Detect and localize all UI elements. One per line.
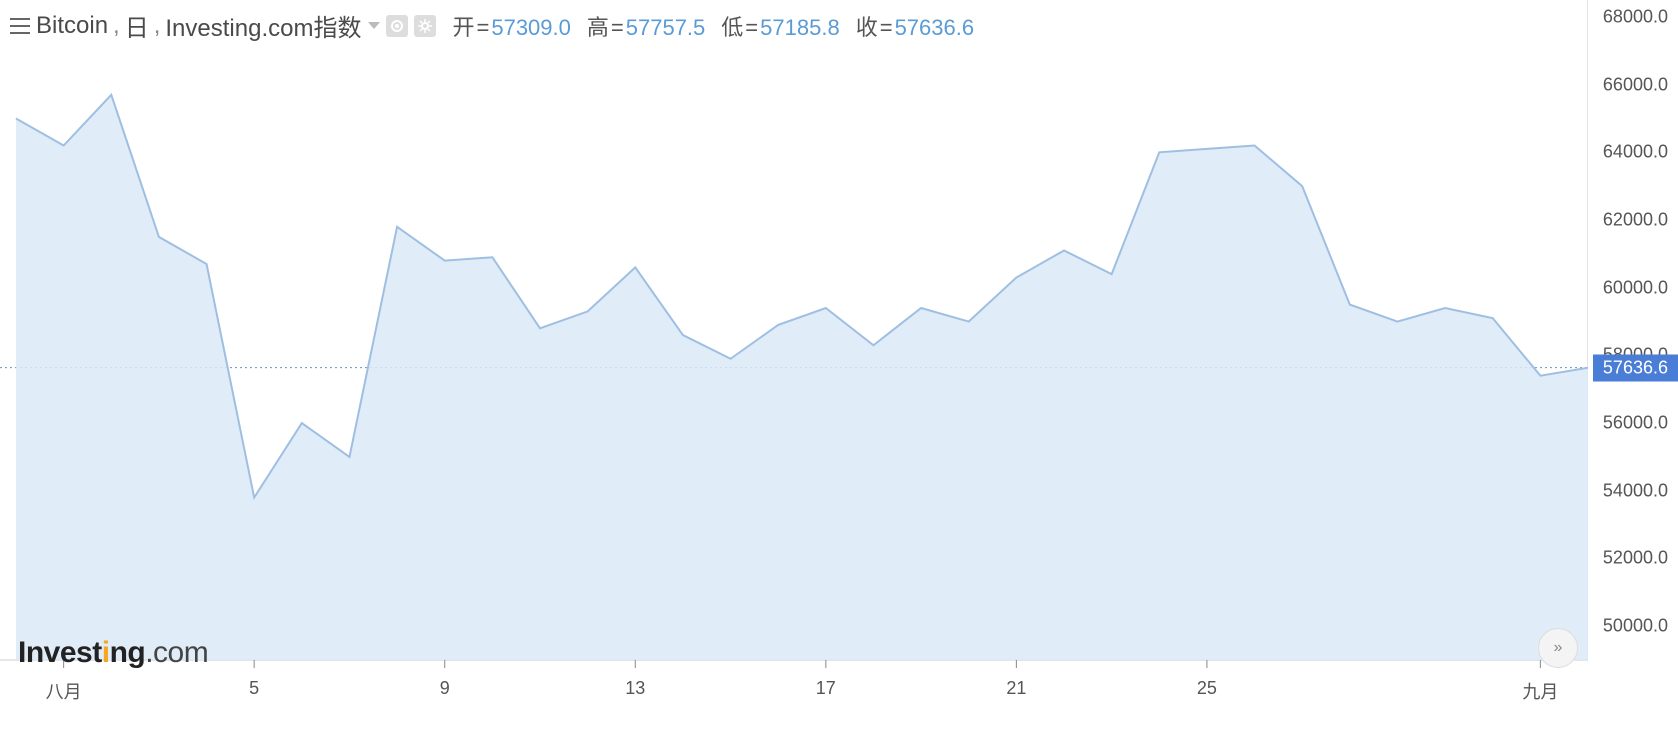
close-value: 57636.6 (895, 15, 975, 41)
scroll-right-button[interactable]: » (1538, 628, 1578, 668)
x-tick-label: 9 (440, 678, 450, 699)
x-tick-label: 13 (625, 678, 645, 699)
chart-container: Bitcoin , 日 , Investing.com指数 开 = 57309.… (0, 0, 1678, 730)
ohlc-readout: 开 = 57309.0 高 = 57757.5 低 = 57185.8 收 = … (452, 10, 974, 42)
ohlc-open: 开 = 57309.0 (452, 10, 570, 42)
symbol-title[interactable]: Bitcoin , 日 , Investing.com指数 (36, 8, 380, 43)
high-label: 高 (587, 10, 609, 42)
current-price-tag: 57636.6 (1593, 354, 1678, 381)
x-tick-label: 5 (249, 678, 259, 699)
y-tick-label: 56000.0 (1603, 413, 1668, 434)
x-tick-label: 九月 (1522, 678, 1558, 704)
visibility-toggle-icon[interactable] (386, 15, 408, 37)
x-tick-label: 17 (816, 678, 836, 699)
logo-part-ng: ng (110, 636, 146, 669)
plot-area[interactable]: 50000.052000.054000.056000.058000.060000… (0, 0, 1678, 730)
chart-header: Bitcoin , 日 , Investing.com指数 开 = 57309.… (10, 8, 974, 43)
y-tick-label: 54000.0 (1603, 480, 1668, 501)
open-label: 开 (452, 10, 474, 42)
low-value: 57185.8 (760, 15, 840, 41)
y-tick-label: 62000.0 (1603, 210, 1668, 231)
y-axis[interactable]: 50000.052000.054000.056000.058000.060000… (1588, 0, 1678, 660)
open-value: 57309.0 (491, 15, 571, 41)
symbol-name: Bitcoin (36, 12, 108, 40)
title-separator: , (154, 12, 161, 40)
source-label: Investing.com指数 (165, 8, 361, 43)
x-axis[interactable]: 八月 5 9 13 17 21 25 九月 (0, 660, 1588, 715)
y-tick-label: 64000.0 (1603, 142, 1668, 163)
investing-logo: Investing.com (18, 636, 208, 670)
y-tick-label: 68000.0 (1603, 6, 1668, 27)
logo-part-i: i (102, 636, 110, 669)
chart-svg (0, 0, 1588, 715)
y-tick-label: 50000.0 (1603, 616, 1668, 637)
y-tick-label: 66000.0 (1603, 74, 1668, 95)
chevron-down-icon[interactable] (368, 22, 380, 29)
ohlc-high: 高 = 57757.5 (587, 10, 705, 42)
gear-icon[interactable] (414, 15, 436, 37)
x-tick-label: 八月 (46, 678, 82, 704)
interval-label: 日 (125, 8, 149, 43)
y-tick-label: 52000.0 (1603, 548, 1668, 569)
title-separator: , (113, 12, 120, 40)
x-tick-label: 21 (1006, 678, 1026, 699)
ohlc-close: 收 = 57636.6 (856, 10, 974, 42)
y-tick-label: 60000.0 (1603, 277, 1668, 298)
ohlc-low: 低 = 57185.8 (721, 10, 839, 42)
high-value: 57757.5 (626, 15, 706, 41)
low-label: 低 (721, 10, 743, 42)
chevron-double-right-icon: » (1554, 639, 1563, 657)
x-tick-label: 25 (1197, 678, 1217, 699)
logo-part-com: .com (145, 636, 208, 669)
hamburger-icon[interactable] (10, 16, 30, 36)
close-label: 收 (856, 10, 878, 42)
logo-part-main: Invest (18, 636, 102, 669)
